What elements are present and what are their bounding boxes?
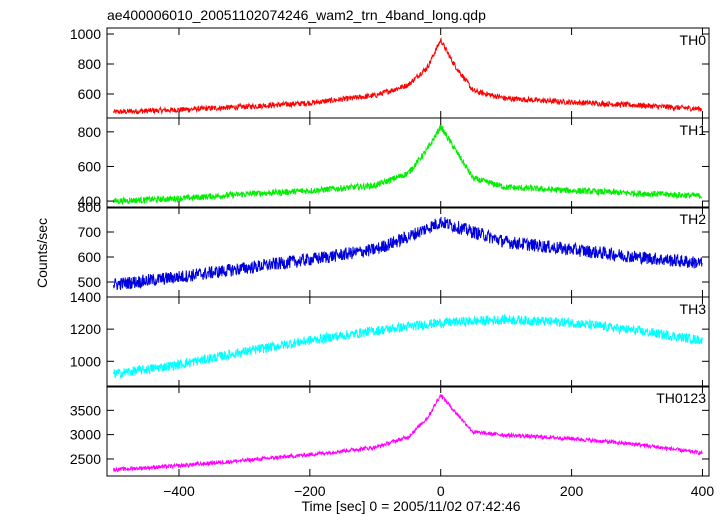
- chart-panels: TH0 600 800 1000 TH1 400 600 800 TH2 500 600 700 800…: [70, 26, 715, 499]
- y-tick-label: 3000: [70, 427, 101, 443]
- x-tick-label: 400: [691, 483, 715, 499]
- y-tick-label: 700: [78, 224, 102, 240]
- y-tick-label: 600: [78, 158, 102, 174]
- x-tick-label: −400: [163, 483, 195, 499]
- panel-label: TH0: [680, 32, 707, 48]
- panel-frame: [106, 296, 710, 388]
- y-tick-label: 600: [78, 86, 102, 102]
- panel-th0123: TH0123 2500 3000 3500: [70, 385, 710, 477]
- panel-th0: TH0 600 800 1000: [70, 26, 710, 119]
- panel-label: TH0123: [656, 390, 706, 406]
- series-line-th3: [113, 314, 703, 379]
- y-tick-label: 600: [78, 249, 102, 265]
- x-tick-label: 200: [560, 483, 584, 499]
- y-tick-label: 800: [78, 56, 102, 72]
- series-line-th1: [113, 124, 703, 206]
- y-tick-label: 1400: [70, 289, 101, 305]
- panel-frame: [106, 385, 710, 477]
- panel-label: TH2: [680, 211, 707, 227]
- y-tick-label: 1200: [70, 321, 101, 337]
- y-tick-label: 3500: [70, 402, 101, 418]
- panel-th2: TH2 500 600 700 800: [78, 199, 710, 298]
- panel-th3: TH3 1000 1200 1400: [70, 289, 710, 388]
- y-axis-title: Counts/sec: [34, 218, 50, 288]
- x-tick-label: 0: [437, 483, 445, 499]
- panel-frame: [106, 117, 710, 209]
- series-line-th2: [113, 216, 703, 291]
- y-tick-label: 2500: [70, 451, 101, 467]
- x-tick-label: −200: [294, 483, 326, 499]
- panel-label: TH1: [680, 122, 707, 138]
- panel-label: TH3: [680, 301, 707, 317]
- series-line-th0123: [113, 394, 703, 473]
- y-tick-label: 1000: [70, 26, 101, 42]
- y-tick-label: 400: [78, 193, 102, 209]
- y-tick-label: 800: [78, 124, 102, 140]
- series-line-th0: [113, 36, 703, 115]
- chart-title: ae400006010_20051102074246_wam2_trn_4ban…: [107, 7, 486, 23]
- x-axis-title: Time [sec] 0 = 2005/11/02 07:42:46: [301, 498, 520, 514]
- y-tick-label: 1000: [70, 353, 101, 369]
- y-tick-label: 500: [78, 274, 102, 290]
- y-tick-label: 800: [78, 199, 102, 215]
- panel-th1: TH1 400 600 800: [78, 117, 710, 209]
